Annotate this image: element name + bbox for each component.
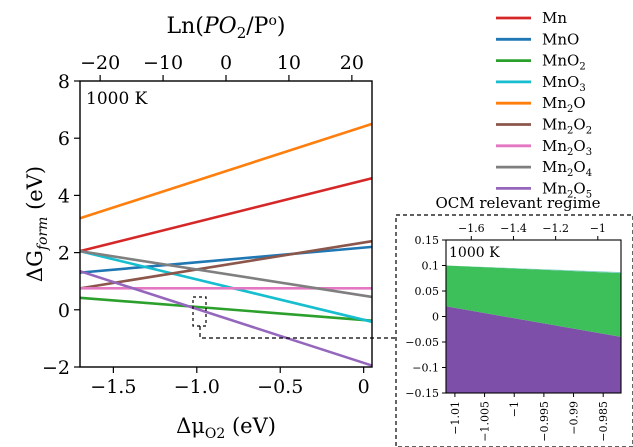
inset-region-0 (446, 306, 621, 393)
y-tick-label: 6 (58, 128, 70, 150)
inset-x-tick-label: −0.99 (568, 401, 581, 435)
inset-x-tick-label: −1.01 (449, 401, 462, 435)
inset-top-tick-label: −1.2 (542, 222, 569, 235)
x-tick-label: −1.0 (174, 376, 220, 398)
inset-region-2 (446, 265, 621, 274)
inset-y-tick-label: 0.15 (415, 234, 440, 247)
inset-title: OCM relevant regime (435, 194, 600, 212)
top-tick-label: −20 (80, 52, 120, 74)
inset-y-tick-label: −0.05 (405, 336, 439, 349)
inset-x-tick-label: −1.005 (479, 401, 492, 442)
inset-y-tick-label: 0.1 (422, 260, 440, 273)
legend-label: MnO3 (542, 73, 586, 94)
inset-y-tick-label: 0 (432, 311, 439, 324)
annotation-bg (81, 82, 153, 110)
zoom-leader-line (199, 326, 396, 339)
inset-top-tick-label: −1.6 (458, 222, 485, 235)
x-tick-label: −1.5 (90, 376, 136, 398)
series-line-4 (79, 122, 373, 220)
inset-y-tick-label: 0.05 (415, 285, 440, 298)
x-tick-label: −0.5 (257, 376, 303, 398)
series-line-2 (79, 296, 373, 322)
series-line-7 (79, 249, 373, 299)
inset-x-tick-label: −0.985 (597, 401, 610, 442)
y-tick-label: −2 (42, 357, 70, 379)
inset-x-tick-label: −0.995 (538, 401, 551, 442)
legend-label: MnO2 (542, 52, 586, 73)
series-line-0 (79, 176, 373, 253)
inset-panel: OCM relevant regime 1000 K 0.15 0.1 0.05 0 −0.… (395, 194, 633, 447)
inset-chart: OCM relevant regime 1000 K 0.15 0.1 0.05 0 −0.… (405, 194, 622, 442)
series-line-1 (79, 245, 373, 274)
inset-top-tick-label: −1.4 (500, 222, 527, 235)
x-axis-label: ΔμO2 (eV) (176, 414, 276, 442)
inset-top-tick-label: −1 (590, 222, 606, 235)
series-line-5 (79, 239, 373, 290)
y-tick-label: 0 (58, 300, 70, 322)
y-tick-label: 8 (58, 71, 70, 93)
y-tick-label: 2 (58, 243, 70, 265)
inset-annotation: 1000 K (449, 245, 500, 261)
top-axis-label: Ln(PO2/Po) (166, 13, 285, 42)
inset-y-tick-label: −0.15 (405, 387, 439, 400)
inset-x-tick-label: −1 (508, 401, 521, 417)
top-tick-label: 20 (340, 52, 364, 74)
legend-label: Mn2O3 (542, 137, 592, 158)
top-tick-label: −10 (143, 52, 183, 74)
legend-label: Mn2O (542, 94, 586, 115)
legend-label: Mn2O2 (542, 116, 592, 137)
zoom-connector (192, 296, 396, 339)
legend-label: Mn2O4 (542, 158, 592, 179)
y-axis-label: ΔGform (eV) (23, 166, 51, 282)
legend-label: Mn2O5 (542, 179, 592, 200)
y-tick-label: 4 (58, 185, 70, 207)
inset-region-1 (446, 265, 621, 337)
top-tick-label: 10 (277, 52, 301, 74)
top-tick-label: 0 (220, 52, 232, 74)
x-tick-label: 0 (358, 376, 370, 398)
series-line-8 (79, 269, 373, 367)
legend-label: MnO (542, 30, 579, 48)
series-line-3 (79, 249, 373, 324)
plot-frame (79, 80, 373, 368)
inset-y-tick-label: −0.1 (412, 362, 439, 375)
legend-label: Mn (542, 9, 567, 27)
annotation-label: 1000 K (86, 89, 148, 109)
